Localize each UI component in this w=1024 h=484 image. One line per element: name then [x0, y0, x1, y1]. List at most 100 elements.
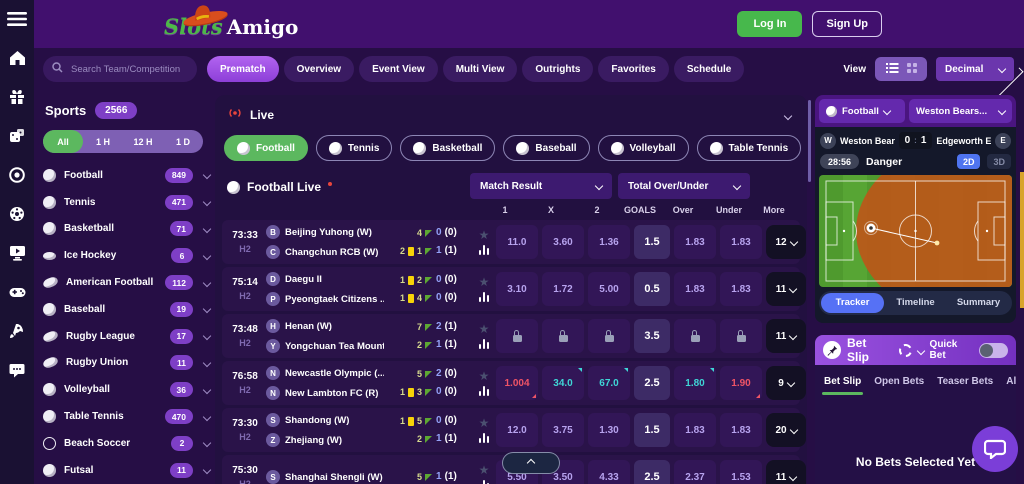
- view-mode-toggle[interactable]: [875, 57, 927, 81]
- odds-1[interactable]: 1.004: [496, 366, 538, 400]
- tab-favorites[interactable]: Favorites: [598, 56, 669, 82]
- favorite-star-icon[interactable]: ★: [478, 322, 490, 336]
- odds-2[interactable]: 4.33: [588, 460, 630, 484]
- sidebar-item-futsal[interactable]: Futsal 11: [43, 457, 212, 484]
- chat-icon[interactable]: [7, 361, 27, 379]
- odds-2[interactable]: 5.00: [588, 272, 630, 306]
- team[interactable]: S Shanghai Shengli (W): [266, 470, 384, 484]
- tab-multi-view[interactable]: Multi View: [442, 56, 518, 82]
- betslip-tab-teaser-bets[interactable]: Teaser Bets: [937, 376, 994, 387]
- filter-12-h[interactable]: 12 H: [133, 136, 153, 147]
- grid-view-icon[interactable]: [906, 60, 917, 78]
- sport-chip-football[interactable]: Football: [224, 135, 308, 161]
- more-markets-button[interactable]: 11: [766, 460, 806, 484]
- live-casino-icon[interactable]: [7, 244, 27, 262]
- odds-over[interactable]: 2.37: [674, 460, 716, 484]
- stats-chart-icon[interactable]: [478, 245, 490, 255]
- team[interactable]: D Daegu II: [266, 272, 384, 286]
- team[interactable]: Y Yongchuan Tea Mountai...: [266, 339, 384, 353]
- tab-schedule[interactable]: Schedule: [673, 56, 745, 82]
- odds-1[interactable]: 12.0: [496, 413, 538, 447]
- stats-chart-icon[interactable]: [478, 292, 490, 302]
- team[interactable]: S Shandong (W): [266, 413, 384, 427]
- menu-icon[interactable]: [7, 10, 27, 28]
- favorite-star-icon[interactable]: ★: [478, 369, 490, 383]
- sidebar-item-rugby-league[interactable]: Rugby League 17: [41, 323, 212, 350]
- quick-bet-toggle[interactable]: [979, 342, 1008, 358]
- sidebar-item-baseball[interactable]: Baseball 19: [43, 296, 212, 323]
- tracker-sport-select[interactable]: Football: [819, 99, 905, 123]
- promotions-gift-icon[interactable]: [7, 88, 27, 106]
- brand-logo[interactable]: Slots Amigo: [164, 5, 298, 39]
- team[interactable]: N New Lambton FC (R): [266, 386, 384, 400]
- gear-icon[interactable]: [898, 343, 912, 357]
- betslip-tab-all-bets[interactable]: All Bets: [1006, 376, 1016, 387]
- stats-chart-icon[interactable]: [478, 386, 490, 396]
- odds-over[interactable]: 1.83: [674, 413, 716, 447]
- odds-1[interactable]: 3.10: [496, 272, 538, 306]
- tracker-tab-timeline[interactable]: Timeline: [896, 297, 935, 308]
- odds-over[interactable]: 1.80: [674, 366, 716, 400]
- market-select-result[interactable]: Match Result: [470, 173, 612, 199]
- sport-chip-table-tennis[interactable]: Table Tennis: [696, 135, 802, 161]
- odds-2[interactable]: 1.30: [588, 413, 630, 447]
- more-markets-button[interactable]: 12: [766, 225, 806, 259]
- team[interactable]: H Henan (W): [266, 319, 384, 333]
- scroll-to-top-button[interactable]: [502, 452, 560, 474]
- odds-under[interactable]: 1.83: [720, 413, 762, 447]
- sport-chip-baseball[interactable]: Baseball: [503, 135, 590, 161]
- sidebar-item-beach-soccer[interactable]: Beach Soccer 2: [43, 430, 212, 457]
- main-scrollbar-thumb[interactable]: [808, 100, 811, 182]
- odds-x[interactable]: 1.72: [542, 272, 584, 306]
- sidebar-item-ice-hockey[interactable]: Ice Hockey 6: [43, 242, 212, 269]
- odds-2[interactable]: 67.0: [588, 366, 630, 400]
- casino-dice-icon[interactable]: [7, 127, 27, 145]
- tab-event-view[interactable]: Event View: [359, 56, 438, 82]
- search-input[interactable]: [69, 62, 188, 76]
- list-view-icon[interactable]: [885, 60, 899, 78]
- collapse-chevron-icon[interactable]: [783, 106, 793, 124]
- odds-under[interactable]: 1.83: [720, 225, 762, 259]
- tab-prematch[interactable]: Prematch: [207, 56, 279, 82]
- filter-1-d[interactable]: 1 D: [175, 136, 190, 147]
- favorite-star-icon[interactable]: ★: [478, 463, 490, 477]
- sidebar-item-football[interactable]: Football 849: [43, 162, 212, 189]
- virtual-games-icon[interactable]: [7, 283, 27, 301]
- team[interactable]: P Pyeongtaek Citizens ...: [266, 292, 384, 306]
- view-2d-toggle[interactable]: 2D: [956, 154, 981, 169]
- pin-icon[interactable]: [823, 341, 841, 359]
- sidebar-item-basketball[interactable]: Basketball 71: [43, 216, 212, 243]
- betslip-tab-open-bets[interactable]: Open Bets: [874, 376, 925, 387]
- team[interactable]: Z Zhejiang (W): [266, 433, 384, 447]
- crash-rocket-icon[interactable]: [7, 322, 27, 340]
- tracker-tab-summary[interactable]: Summary: [956, 297, 1001, 308]
- odds-under[interactable]: 1.83: [720, 272, 762, 306]
- odds-2[interactable]: 1.36: [588, 225, 630, 259]
- odds-under[interactable]: 1.53: [720, 460, 762, 484]
- sports-ball-icon[interactable]: [7, 205, 27, 223]
- odds-1[interactable]: 11.0: [496, 225, 538, 259]
- odds-under[interactable]: 1.90: [720, 366, 762, 400]
- stats-chart-icon[interactable]: [478, 339, 490, 349]
- live-section-header[interactable]: Live: [222, 103, 800, 127]
- sidebar-item-rugby-union[interactable]: Rugby Union 11: [41, 350, 212, 377]
- sidebar-item-table-tennis[interactable]: Table Tennis 470: [43, 403, 212, 430]
- search-box[interactable]: [43, 56, 197, 82]
- sport-chip-volleyball[interactable]: Volleyball: [597, 135, 689, 161]
- team[interactable]: C Changchun RCB (W): [266, 245, 384, 259]
- tracker-match-select[interactable]: Weston Bears...: [909, 99, 1012, 123]
- favorite-star-icon[interactable]: ★: [478, 275, 490, 289]
- favorite-star-icon[interactable]: ★: [478, 416, 490, 430]
- more-markets-button[interactable]: 20: [766, 413, 806, 447]
- sidebar-item-american-football[interactable]: American Football 112: [41, 269, 212, 296]
- sidebar-item-volleyball[interactable]: Volleyball 36: [43, 376, 212, 403]
- odds-x[interactable]: 3.60: [542, 225, 584, 259]
- filter-1-h[interactable]: 1 H: [95, 136, 110, 147]
- odds-format-select[interactable]: Decimal: [936, 57, 1014, 81]
- more-markets-button[interactable]: 11: [766, 319, 806, 353]
- chevron-down-icon[interactable]: [916, 341, 925, 359]
- signup-button[interactable]: Sign Up: [812, 11, 882, 37]
- odds-over[interactable]: 1.83: [674, 272, 716, 306]
- odds-x[interactable]: 3.75: [542, 413, 584, 447]
- stats-chart-icon[interactable]: [479, 480, 490, 484]
